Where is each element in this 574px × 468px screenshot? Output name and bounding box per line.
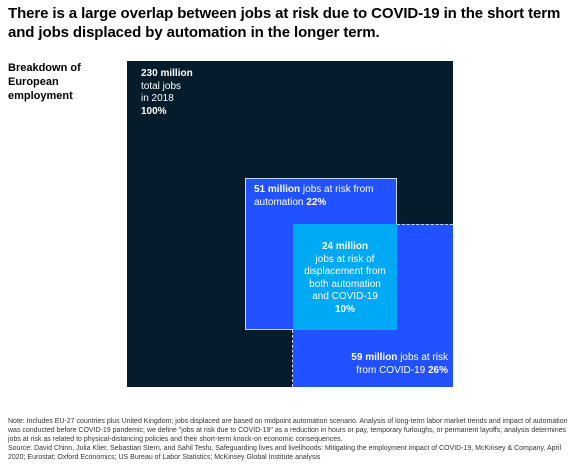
total-jobs-value: 230 million — [141, 68, 193, 79]
chart-title: There is a large overlap between jobs at… — [8, 5, 561, 41]
covid-risk-label: 59 million jobs at risk from COVID-19 26… — [330, 352, 448, 377]
overlap-text-line3: both automation — [309, 278, 381, 290]
overlap-value: 24 million — [321, 241, 369, 252]
overlap-square — [293, 224, 397, 330]
footnote-note: Note: Includes EU-27 countries plus Unit… — [8, 418, 568, 443]
footnote-source: Source: David Chinn, Julia Klier, Sebast… — [8, 445, 562, 461]
footnotes: Note: Includes EU-27 countries plus Unit… — [8, 417, 568, 462]
overlap-text-line1: jobs at risk of — [315, 253, 375, 265]
overlap-percent: 10% — [334, 303, 355, 315]
automation-risk-value: 51 million — [254, 184, 301, 195]
covid-risk-percent: 26% — [427, 364, 448, 376]
covid-risk-value: 59 million — [351, 352, 398, 363]
automation-risk-label: 51 million jobs at risk from automation … — [254, 184, 394, 209]
automation-risk-percent: 22% — [306, 196, 327, 208]
overlap-text-line2: displacement from — [304, 266, 386, 277]
total-jobs-text-line2: in 2018 — [141, 93, 174, 104]
overlap-text-line4: and COVID-19 — [312, 291, 378, 302]
side-label: Breakdown of European employment — [8, 62, 81, 102]
covid-risk-text: jobs at risk from COVID-19 — [356, 352, 448, 376]
total-jobs-percent: 100% — [141, 105, 167, 117]
total-jobs-text-line1: total jobs — [141, 80, 182, 92]
covid-dashed-edge-vertical — [292, 330, 293, 387]
covid-dashed-edge-horizontal — [397, 224, 453, 225]
total-jobs-label: 230 million total jobs in 2018 100% — [141, 68, 251, 118]
automation-risk-text: jobs at risk from automation — [254, 184, 374, 208]
overlap-label: 24 million jobs at risk of displacement … — [293, 241, 397, 316]
